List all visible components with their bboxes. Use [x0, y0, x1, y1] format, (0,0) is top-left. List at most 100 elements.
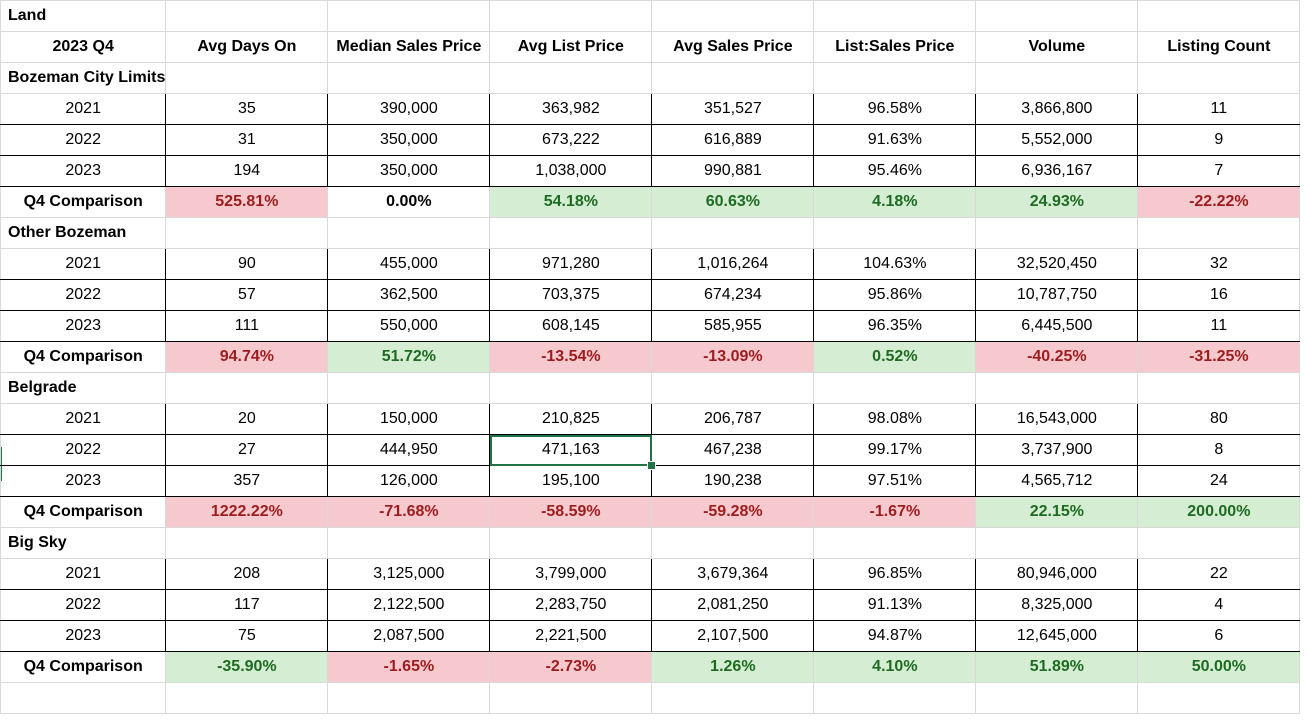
value-cell[interactable]: 22: [1137, 558, 1301, 590]
value-cell[interactable]: 190,238: [651, 465, 815, 497]
value-cell[interactable]: 11: [1137, 310, 1301, 342]
empty-cell[interactable]: [813, 372, 977, 404]
value-cell[interactable]: 2,122,500: [327, 589, 491, 621]
section-name-cell[interactable]: Bozeman City Limits: [0, 62, 167, 94]
empty-cell[interactable]: [489, 217, 653, 249]
comparison-value-cell[interactable]: -1.65%: [327, 651, 491, 683]
sheet-title-cell[interactable]: Land: [0, 0, 167, 32]
value-cell[interactable]: 98.08%: [813, 403, 977, 435]
value-cell[interactable]: 150,000: [327, 403, 491, 435]
empty-cell[interactable]: [327, 682, 491, 714]
value-cell[interactable]: 104.63%: [813, 248, 977, 280]
comparison-value-cell[interactable]: -31.25%: [1137, 341, 1301, 373]
value-cell[interactable]: 703,375: [489, 279, 653, 311]
empty-cell[interactable]: [651, 527, 815, 559]
comparison-value-cell[interactable]: 22.15%: [975, 496, 1139, 528]
value-cell[interactable]: 24: [1137, 465, 1301, 497]
comparison-value-cell[interactable]: 525.81%: [165, 186, 329, 218]
value-cell[interactable]: 6,936,167: [975, 155, 1139, 187]
year-cell[interactable]: 2022: [0, 124, 167, 156]
empty-cell[interactable]: [813, 527, 977, 559]
empty-cell[interactable]: [165, 682, 329, 714]
value-cell[interactable]: 117: [165, 589, 329, 621]
value-cell[interactable]: 1,016,264: [651, 248, 815, 280]
empty-cell[interactable]: [975, 682, 1139, 714]
comparison-value-cell[interactable]: 60.63%: [651, 186, 815, 218]
value-cell[interactable]: 2,081,250: [651, 589, 815, 621]
year-cell[interactable]: 2021: [0, 93, 167, 125]
empty-cell[interactable]: [975, 372, 1139, 404]
value-cell[interactable]: 57: [165, 279, 329, 311]
value-cell[interactable]: 2,283,750: [489, 589, 653, 621]
selected-cell[interactable]: 471,163: [489, 434, 657, 470]
empty-cell[interactable]: [975, 527, 1139, 559]
value-cell[interactable]: 208: [165, 558, 329, 590]
value-cell[interactable]: 11: [1137, 93, 1301, 125]
comparison-value-cell[interactable]: -35.90%: [165, 651, 329, 683]
year-cell[interactable]: 2022: [0, 434, 167, 466]
value-cell[interactable]: 96.85%: [813, 558, 977, 590]
column-header-cell[interactable]: Avg Days On: [165, 31, 329, 63]
value-cell[interactable]: 3,866,800: [975, 93, 1139, 125]
comparison-value-cell[interactable]: -2.73%: [489, 651, 653, 683]
comparison-value-cell[interactable]: 51.72%: [327, 341, 491, 373]
empty-cell[interactable]: [1137, 62, 1301, 94]
empty-cell[interactable]: [327, 217, 491, 249]
year-cell[interactable]: 2021: [0, 403, 167, 435]
value-cell[interactable]: 91.13%: [813, 589, 977, 621]
value-cell[interactable]: 990,881: [651, 155, 815, 187]
column-header-cell[interactable]: Median Sales Price: [327, 31, 491, 63]
empty-cell[interactable]: [975, 217, 1139, 249]
value-cell[interactable]: 971,280: [489, 248, 653, 280]
value-cell[interactable]: 16: [1137, 279, 1301, 311]
value-cell[interactable]: 27: [165, 434, 329, 466]
comparison-label-cell[interactable]: Q4 Comparison: [0, 496, 167, 528]
value-cell[interactable]: 5,552,000: [975, 124, 1139, 156]
value-cell[interactable]: 2,087,500: [327, 620, 491, 652]
empty-cell[interactable]: [165, 527, 329, 559]
value-cell[interactable]: 35: [165, 93, 329, 125]
comparison-value-cell[interactable]: 94.74%: [165, 341, 329, 373]
value-cell[interactable]: 444,950: [327, 434, 491, 466]
empty-cell[interactable]: [651, 682, 815, 714]
value-cell[interactable]: 4,565,712: [975, 465, 1139, 497]
empty-cell[interactable]: [975, 62, 1139, 94]
value-cell[interactable]: 75: [165, 620, 329, 652]
section-name-cell[interactable]: Belgrade: [0, 372, 167, 404]
empty-cell[interactable]: [813, 217, 977, 249]
fill-handle[interactable]: [647, 461, 657, 470]
value-cell[interactable]: 351,527: [651, 93, 815, 125]
year-cell[interactable]: 2023: [0, 155, 167, 187]
comparison-value-cell[interactable]: 51.89%: [975, 651, 1139, 683]
comparison-value-cell[interactable]: 4.10%: [813, 651, 977, 683]
comparison-value-cell[interactable]: 4.18%: [813, 186, 977, 218]
comparison-value-cell[interactable]: 200.00%: [1137, 496, 1301, 528]
empty-cell[interactable]: [1137, 217, 1301, 249]
empty-cell[interactable]: [327, 527, 491, 559]
value-cell[interactable]: 585,955: [651, 310, 815, 342]
year-cell[interactable]: 2022: [0, 279, 167, 311]
value-cell[interactable]: 96.35%: [813, 310, 977, 342]
comparison-value-cell[interactable]: 1.26%: [651, 651, 815, 683]
empty-cell[interactable]: [651, 217, 815, 249]
empty-cell[interactable]: [327, 62, 491, 94]
empty-cell[interactable]: [327, 372, 491, 404]
value-cell[interactable]: 608,145: [489, 310, 653, 342]
value-cell[interactable]: 3,737,900: [975, 434, 1139, 466]
comparison-value-cell[interactable]: -59.28%: [651, 496, 815, 528]
section-name-cell[interactable]: Big Sky: [0, 527, 167, 559]
comparison-value-cell[interactable]: -1.67%: [813, 496, 977, 528]
empty-cell[interactable]: [1137, 682, 1301, 714]
comparison-value-cell[interactable]: 54.18%: [489, 186, 653, 218]
column-header-cell[interactable]: Avg Sales Price: [651, 31, 815, 63]
comparison-value-cell[interactable]: -71.68%: [327, 496, 491, 528]
empty-cell[interactable]: [489, 682, 653, 714]
value-cell[interactable]: 3,799,000: [489, 558, 653, 590]
value-cell[interactable]: 455,000: [327, 248, 491, 280]
value-cell[interactable]: 126,000: [327, 465, 491, 497]
comparison-label-cell[interactable]: Q4 Comparison: [0, 651, 167, 683]
value-cell[interactable]: 90: [165, 248, 329, 280]
empty-cell[interactable]: [1137, 527, 1301, 559]
value-cell[interactable]: 7: [1137, 155, 1301, 187]
value-cell[interactable]: 80: [1137, 403, 1301, 435]
